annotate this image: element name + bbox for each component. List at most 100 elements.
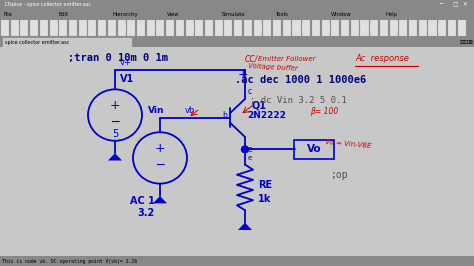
Bar: [321, 20, 329, 36]
Bar: [244, 20, 252, 36]
Text: View: View: [167, 11, 180, 16]
Text: Ac  response: Ac response: [355, 55, 409, 63]
Text: 3.2: 3.2: [137, 208, 154, 218]
Bar: [390, 20, 398, 36]
Text: AC 1: AC 1: [130, 196, 155, 206]
Bar: [49, 20, 58, 36]
Text: ⊟⊡⊠: ⊟⊡⊠: [460, 40, 474, 45]
Bar: [399, 20, 407, 36]
Text: Edit: Edit: [58, 11, 69, 16]
Text: 2N2222: 2N2222: [247, 111, 286, 120]
Bar: [419, 20, 427, 36]
Bar: [302, 20, 310, 36]
Text: Window: Window: [331, 11, 352, 16]
Bar: [195, 20, 203, 36]
Text: CC/: CC/: [245, 55, 258, 63]
Text: e: e: [248, 155, 252, 161]
Text: Help: Help: [385, 11, 397, 16]
Bar: [312, 20, 320, 36]
Bar: [40, 20, 48, 36]
Text: β= 100: β= 100: [310, 107, 338, 116]
Bar: [370, 20, 378, 36]
Bar: [428, 20, 437, 36]
Text: .ac dec 1000 1 1000e6: .ac dec 1000 1 1000e6: [235, 75, 366, 85]
Text: Emitter Follower: Emitter Follower: [258, 56, 316, 62]
Bar: [448, 20, 456, 36]
Text: 1k: 1k: [258, 194, 272, 204]
Bar: [351, 20, 359, 36]
Text: Vin: Vin: [148, 106, 164, 115]
Bar: [147, 20, 155, 36]
Bar: [108, 20, 116, 36]
Bar: [341, 20, 349, 36]
Bar: [254, 20, 262, 36]
Polygon shape: [238, 223, 252, 230]
Bar: [30, 20, 38, 36]
Text: ;.dc Vin 3.2 5 0.1: ;.dc Vin 3.2 5 0.1: [250, 96, 347, 105]
Bar: [234, 20, 242, 36]
Text: 5: 5: [112, 129, 118, 139]
FancyBboxPatch shape: [2, 37, 132, 47]
Bar: [79, 20, 87, 36]
Bar: [156, 20, 164, 36]
Bar: [118, 20, 126, 36]
Text: Simulate: Simulate: [222, 11, 246, 16]
Text: ✕: ✕: [462, 2, 467, 7]
Bar: [409, 20, 417, 36]
Text: vb: vb: [185, 106, 195, 115]
Text: b: b: [222, 111, 227, 120]
Text: This is node vb. DC operating point V(vb)= 3.26: This is node vb. DC operating point V(vb…: [2, 259, 137, 264]
Bar: [185, 20, 194, 36]
Bar: [1, 20, 9, 36]
Text: Voltage buffer: Voltage buffer: [248, 63, 298, 72]
Polygon shape: [108, 153, 122, 160]
Bar: [205, 20, 213, 36]
Bar: [59, 20, 67, 36]
Bar: [166, 20, 174, 36]
Bar: [457, 20, 465, 36]
Bar: [69, 20, 77, 36]
Bar: [225, 20, 232, 36]
Bar: [127, 20, 136, 36]
Text: v+: v+: [120, 59, 132, 68]
Text: RE: RE: [258, 180, 272, 190]
Bar: [176, 20, 184, 36]
Bar: [292, 20, 301, 36]
Text: e: e: [248, 145, 253, 154]
Text: ─: ─: [111, 116, 119, 129]
Bar: [283, 20, 291, 36]
Bar: [88, 20, 97, 36]
Bar: [273, 20, 281, 36]
FancyBboxPatch shape: [294, 140, 334, 159]
Text: Vo = Vin-VBE: Vo = Vin-VBE: [325, 139, 372, 149]
Text: ;tran 0 10m 0 1m: ;tran 0 10m 0 1m: [68, 53, 168, 63]
Text: □: □: [452, 2, 458, 7]
Text: +: +: [109, 99, 120, 112]
Bar: [264, 20, 271, 36]
Text: ─: ─: [156, 159, 164, 172]
Text: spice collector emitter.asc: spice collector emitter.asc: [5, 40, 69, 45]
Text: LTspice - spice collector emitter.asc: LTspice - spice collector emitter.asc: [5, 2, 91, 7]
Text: File: File: [4, 11, 13, 16]
Text: V1: V1: [120, 74, 134, 84]
Bar: [438, 20, 447, 36]
Bar: [20, 20, 28, 36]
Bar: [380, 20, 388, 36]
Bar: [360, 20, 369, 36]
FancyBboxPatch shape: [0, 47, 474, 256]
Bar: [137, 20, 145, 36]
Text: ─: ─: [439, 2, 442, 7]
Circle shape: [241, 146, 248, 153]
Text: +: +: [155, 142, 165, 155]
Bar: [10, 20, 18, 36]
Bar: [215, 20, 223, 36]
Text: +: +: [238, 68, 249, 81]
Text: ;op: ;op: [330, 170, 347, 180]
Text: Vo: Vo: [307, 144, 321, 154]
Bar: [331, 20, 339, 36]
Bar: [98, 20, 106, 36]
Text: Tools: Tools: [276, 11, 289, 16]
Text: Q1: Q1: [252, 101, 267, 111]
Polygon shape: [153, 196, 167, 203]
Text: c: c: [248, 87, 252, 96]
